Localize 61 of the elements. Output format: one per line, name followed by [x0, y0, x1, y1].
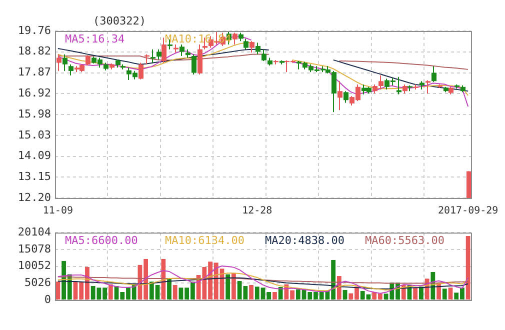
- bar: [249, 284, 254, 300]
- text: MA60:5563.00: [365, 234, 444, 247]
- candlestick: [250, 40, 254, 54]
- text: MA10:6134.00: [165, 234, 244, 247]
- y-tick-label: 13.15: [18, 170, 51, 183]
- candlestick: [432, 66, 436, 83]
- y-tick-label: 10052: [18, 259, 51, 272]
- candlestick: [256, 42, 260, 55]
- candlestick: [372, 84, 378, 94]
- candlestick: [150, 48, 156, 64]
- candlestick: [86, 54, 90, 66]
- bar: [419, 286, 424, 300]
- x-tick-label: 2017-09-29: [438, 206, 498, 217]
- candlestick: [138, 62, 144, 80]
- text: MA20:4838.00: [265, 234, 344, 247]
- candlestick: [378, 74, 384, 90]
- bar: [466, 236, 470, 300]
- bar: [413, 288, 418, 300]
- y-tick-label: 12.20: [18, 190, 51, 204]
- candlestick: [56, 54, 62, 72]
- y-tick-label: 16.92: [18, 86, 51, 100]
- bar: [56, 282, 60, 300]
- candlestick: [262, 48, 266, 62]
- y-tick-label: 20104: [18, 225, 52, 238]
- y-tick-label: 17.87: [18, 66, 51, 79]
- y-tick-label: 5026: [24, 276, 51, 290]
- x-tick-label: 12-28: [242, 206, 272, 217]
- candlestick: [180, 44, 184, 56]
- chart-title: (300322): [93, 14, 146, 28]
- bar: [167, 278, 172, 300]
- candlestick: [396, 76, 402, 95]
- candlestick: [62, 54, 68, 72]
- candlestick: [232, 32, 238, 45]
- bar: [172, 284, 178, 300]
- y-tick-label: 18.82: [18, 44, 51, 58]
- candlestick: [338, 80, 342, 111]
- candlestick: [162, 37, 166, 64]
- y-tick-label: 15.98: [18, 107, 51, 120]
- bar: [232, 273, 236, 300]
- y-tick-label: 0: [44, 292, 51, 306]
- candlestick: [68, 64, 74, 76]
- candlestick: [192, 54, 196, 76]
- candlestick: [344, 90, 348, 104]
- y-tick-label: 15078: [18, 242, 51, 256]
- bar: [226, 274, 230, 300]
- bar: [278, 286, 283, 300]
- bar: [442, 288, 447, 300]
- y-tick-label: 19.76: [18, 24, 51, 37]
- x-tick-label: 11-09: [42, 206, 73, 217]
- bar: [108, 284, 113, 300]
- text: MA5:6600.00: [65, 234, 138, 247]
- bar: [448, 288, 453, 300]
- y-tick-label: 14.09: [18, 149, 51, 162]
- bar: [272, 292, 277, 300]
- y-tick-label: 15.03: [18, 128, 51, 142]
- candlestick: [402, 84, 408, 94]
- candlestick: [156, 48, 162, 60]
- series-label: MA5:16.34: [65, 32, 125, 46]
- candlestick: [244, 38, 248, 50]
- bar: [342, 290, 348, 300]
- candlestick: [426, 80, 430, 94]
